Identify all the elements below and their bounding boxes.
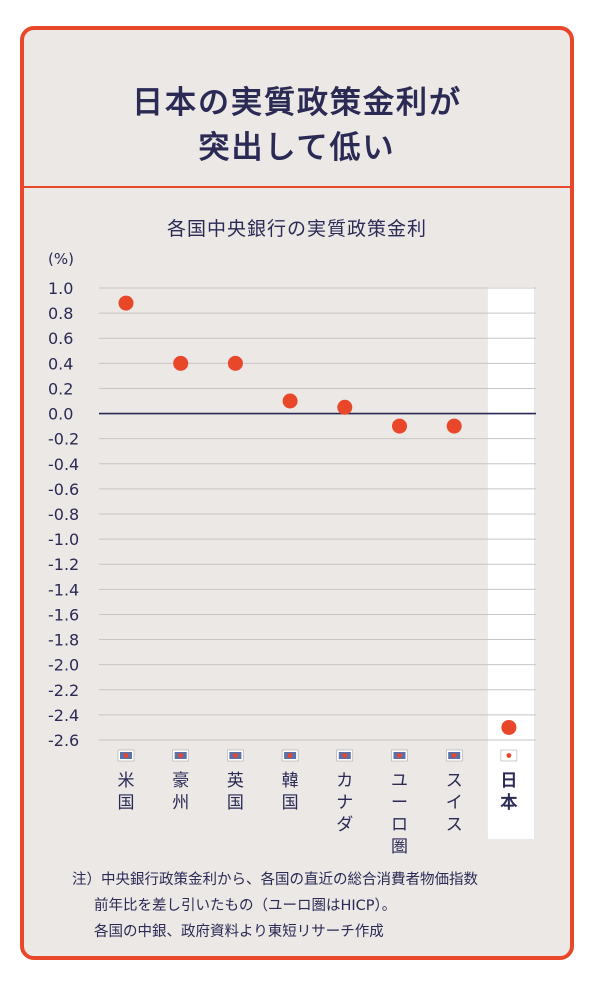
highlight-column [487,287,534,839]
data-point [227,355,243,371]
au-flag-icon [172,749,189,762]
page-title-line1: 日本の実質政策金利が [132,85,462,121]
y-tick-label: 0.6 [48,329,73,348]
y-tick-label: 1.0 [48,279,73,298]
y-tick-label: -0.6 [48,480,79,499]
footnote-line3: 各国の中銀、政府資料より東短リサーチ作成 [94,924,384,940]
eu-flag-icon [391,749,408,762]
kr-flag-icon [281,749,299,762]
y-tick-label: -2.6 [48,731,79,750]
x-category-label: 英国 [227,771,244,813]
y-tick-label: -1.0 [48,530,79,549]
y-tick-label: -2.0 [48,656,79,675]
y-axis-unit-label: (%) [48,250,74,268]
y-tick-label: -2.4 [48,706,79,725]
chart-card: 日本の実質政策金利が 突出して低い 各国中央銀行の実質政策金利 (%) 1.0 0.… [20,26,574,960]
data-point [282,393,298,409]
y-tick-label: -1.4 [48,580,79,599]
y-tick-label: 0.2 [48,379,73,398]
y-tick-label: 0.4 [48,354,73,373]
x-category-label: 日本 [500,771,517,813]
y-tick-label: -1.2 [48,555,79,574]
gb-flag-icon [227,749,244,762]
y-tick-label: -2.2 [48,681,79,700]
footnote-line2: 前年比を差し引いたもの（ユーロ圏はHICP）。 [94,898,397,914]
ch-flag-icon [445,749,463,762]
x-category-label: ユーロ圏 [391,771,408,857]
ca-flag-icon [336,749,354,762]
y-tick-label: -1.6 [48,605,79,624]
page-title-line2: 突出して低い [198,130,396,166]
data-point [446,418,462,434]
y-tick-label: -1.8 [48,631,79,650]
y-tick-label: -0.4 [48,455,79,474]
footnote-line1: 注）中央銀行政策金利から、各国の直近の総合消費者物価指数 [72,872,478,888]
y-tick-label: -0.2 [48,430,79,449]
title-area: 日本の実質政策金利が 突出して低い [24,30,570,188]
data-point [337,399,353,415]
data-point [173,355,189,371]
data-point [501,719,517,735]
x-category-label: 韓国 [282,771,299,813]
x-category-label: 米国 [118,771,135,813]
x-category-label: 豪州 [172,770,189,813]
scatter-chart: (%) 1.0 0.8 0.6 0.4 0.2 0.0 -0.2 -0.4 -0.6 -0.8 -1.… [48,250,536,857]
us-flag-icon [117,749,135,762]
jp-flag-icon [500,749,518,762]
x-category-label: スイス [446,771,463,835]
y-tick-label: -0.8 [48,505,79,524]
chart-title: 各国中央銀行の実質政策金利 [166,218,427,240]
y-tick-label: 0.0 [48,405,73,424]
data-point [392,418,407,434]
y-tick-label: 0.8 [48,304,73,323]
data-point [118,295,134,311]
x-category-label: カナダ [336,771,353,835]
